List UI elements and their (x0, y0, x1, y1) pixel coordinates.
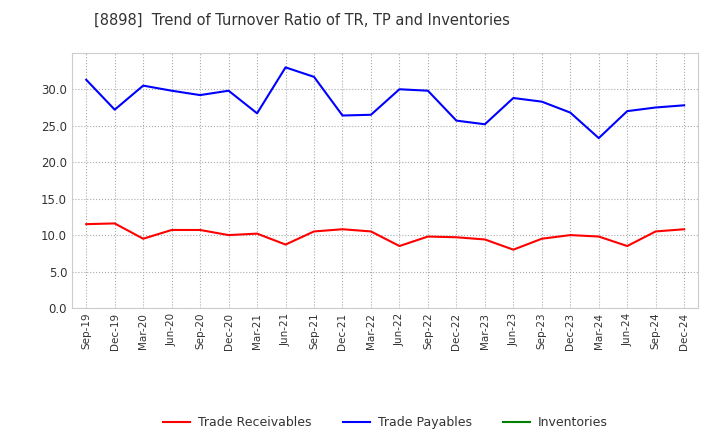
Trade Receivables (225, 232, 233, 238)
Trade Payables (480, 121, 489, 127)
Line: Trade Receivables: Trade Receivables (86, 224, 684, 249)
Trade Receivables (366, 229, 375, 234)
Trade Receivables (253, 231, 261, 236)
Trade Receivables (310, 229, 318, 234)
Trade Payables (196, 92, 204, 98)
Trade Payables (167, 88, 176, 93)
Trade Receivables (452, 235, 461, 240)
Trade Payables (282, 65, 290, 70)
Trade Payables (652, 105, 660, 110)
Trade Payables (595, 136, 603, 141)
Trade Payables (338, 113, 347, 118)
Trade Receivables (423, 234, 432, 239)
Trade Receivables (110, 221, 119, 226)
Trade Payables (680, 103, 688, 108)
Trade Payables (623, 109, 631, 114)
Trade Payables (452, 118, 461, 123)
Trade Payables (566, 110, 575, 115)
Text: [8898]  Trend of Turnover Ratio of TR, TP and Inventories: [8898] Trend of Turnover Ratio of TR, TP… (94, 13, 510, 28)
Trade Receivables (139, 236, 148, 242)
Trade Receivables (480, 237, 489, 242)
Trade Receivables (82, 221, 91, 227)
Trade Receivables (282, 242, 290, 247)
Trade Receivables (196, 227, 204, 233)
Trade Payables (110, 107, 119, 112)
Trade Payables (395, 87, 404, 92)
Trade Receivables (395, 243, 404, 249)
Trade Receivables (566, 232, 575, 238)
Trade Payables (537, 99, 546, 104)
Trade Payables (423, 88, 432, 93)
Trade Receivables (509, 247, 518, 252)
Trade Payables (509, 95, 518, 101)
Trade Receivables (338, 227, 347, 232)
Trade Payables (310, 74, 318, 80)
Trade Payables (225, 88, 233, 93)
Trade Receivables (537, 236, 546, 242)
Trade Receivables (167, 227, 176, 233)
Legend: Trade Receivables, Trade Payables, Inventories: Trade Receivables, Trade Payables, Inven… (158, 411, 613, 434)
Line: Trade Payables: Trade Payables (86, 67, 684, 138)
Trade Receivables (680, 227, 688, 232)
Trade Payables (253, 111, 261, 116)
Trade Payables (366, 112, 375, 117)
Trade Receivables (595, 234, 603, 239)
Trade Receivables (623, 243, 631, 249)
Trade Payables (139, 83, 148, 88)
Trade Receivables (652, 229, 660, 234)
Trade Payables (82, 77, 91, 82)
